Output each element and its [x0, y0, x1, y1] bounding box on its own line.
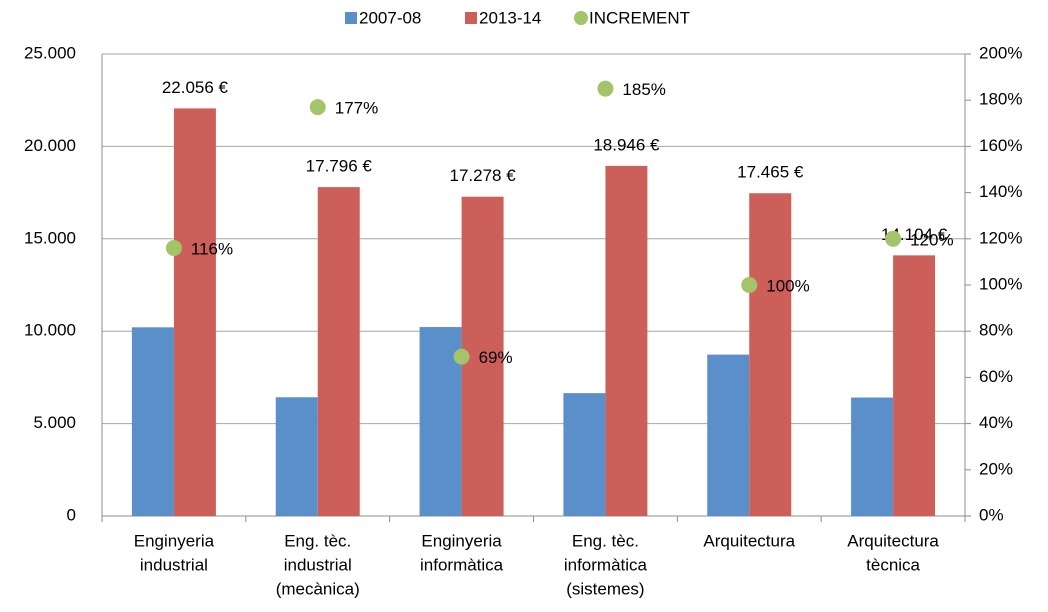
data-label: 116% [191, 240, 233, 259]
data-label: 185% [622, 80, 665, 99]
bar [563, 393, 606, 516]
x-tick-label: Enginyeria [134, 531, 215, 550]
y-tick-label: 15.000 [24, 228, 76, 247]
data-label: 17.465 € [737, 163, 804, 182]
y-tick-label: 10.000 [24, 321, 76, 340]
data-label: 177% [335, 99, 378, 118]
x-tick-label: (mecànica) [276, 579, 360, 598]
data-label: 17.796 € [306, 157, 373, 176]
marker [453, 348, 470, 365]
data-label: 69% [479, 348, 513, 367]
legend-label: 2013-14 [479, 8, 541, 27]
marker [309, 99, 326, 116]
legend-label: INCREMENT [589, 8, 690, 27]
marker [885, 230, 902, 247]
y2-tick-label: 0% [979, 505, 1004, 524]
x-tick-label: tècnica [866, 555, 920, 574]
y2-tick-label: 60% [979, 367, 1013, 386]
bar [275, 397, 318, 516]
y2-tick-label: 40% [979, 413, 1013, 432]
y2-tick-label: 160% [979, 136, 1022, 155]
marker [165, 240, 182, 257]
data-label: 120% [910, 230, 953, 249]
data-label: 22.056 € [162, 78, 229, 97]
x-tick-label: Eng. tèc. [572, 531, 639, 550]
bar [131, 327, 174, 516]
legend-label: 2007-08 [359, 8, 421, 27]
bar [893, 255, 936, 516]
x-tick-label: Arquitectura [847, 531, 939, 550]
bar [851, 397, 894, 516]
y2-tick-label: 20% [979, 459, 1013, 478]
y2-tick-label: 140% [979, 182, 1022, 201]
y-tick-label: 20.000 [24, 136, 76, 155]
y2-tick-label: 180% [979, 90, 1022, 109]
bar [317, 187, 360, 516]
bar [173, 108, 216, 516]
y-tick-label: 0 [67, 505, 76, 524]
y2-tick-label: 120% [979, 228, 1022, 247]
y-tick-label: 5.000 [33, 413, 76, 432]
y2-tick-label: 100% [979, 274, 1022, 293]
x-tick-label: Enginyeria [421, 531, 502, 550]
x-tick-label: informàtica [564, 555, 648, 574]
x-tick-label: (sistemes) [566, 579, 644, 598]
x-tick-label: informàtica [420, 555, 504, 574]
bar [707, 354, 750, 516]
x-tick-label: Eng. tèc. [284, 531, 351, 550]
y-tick-label: 25.000 [24, 43, 76, 62]
bar [605, 165, 648, 516]
legend-swatch [345, 12, 357, 24]
x-tick-label: industrial [140, 555, 208, 574]
data-label: 17.278 € [449, 166, 516, 185]
legend-swatch [465, 12, 477, 24]
x-tick-label: industrial [284, 555, 352, 574]
marker [741, 277, 758, 293]
data-label: 18.946 € [593, 135, 660, 154]
y2-tick-label: 200% [979, 43, 1022, 62]
x-tick-label: Arquitectura [703, 531, 795, 550]
data-label: 100% [766, 276, 809, 295]
y2-tick-label: 80% [979, 321, 1013, 340]
marker [597, 80, 614, 97]
bar [749, 193, 792, 516]
legend-marker [574, 11, 588, 25]
